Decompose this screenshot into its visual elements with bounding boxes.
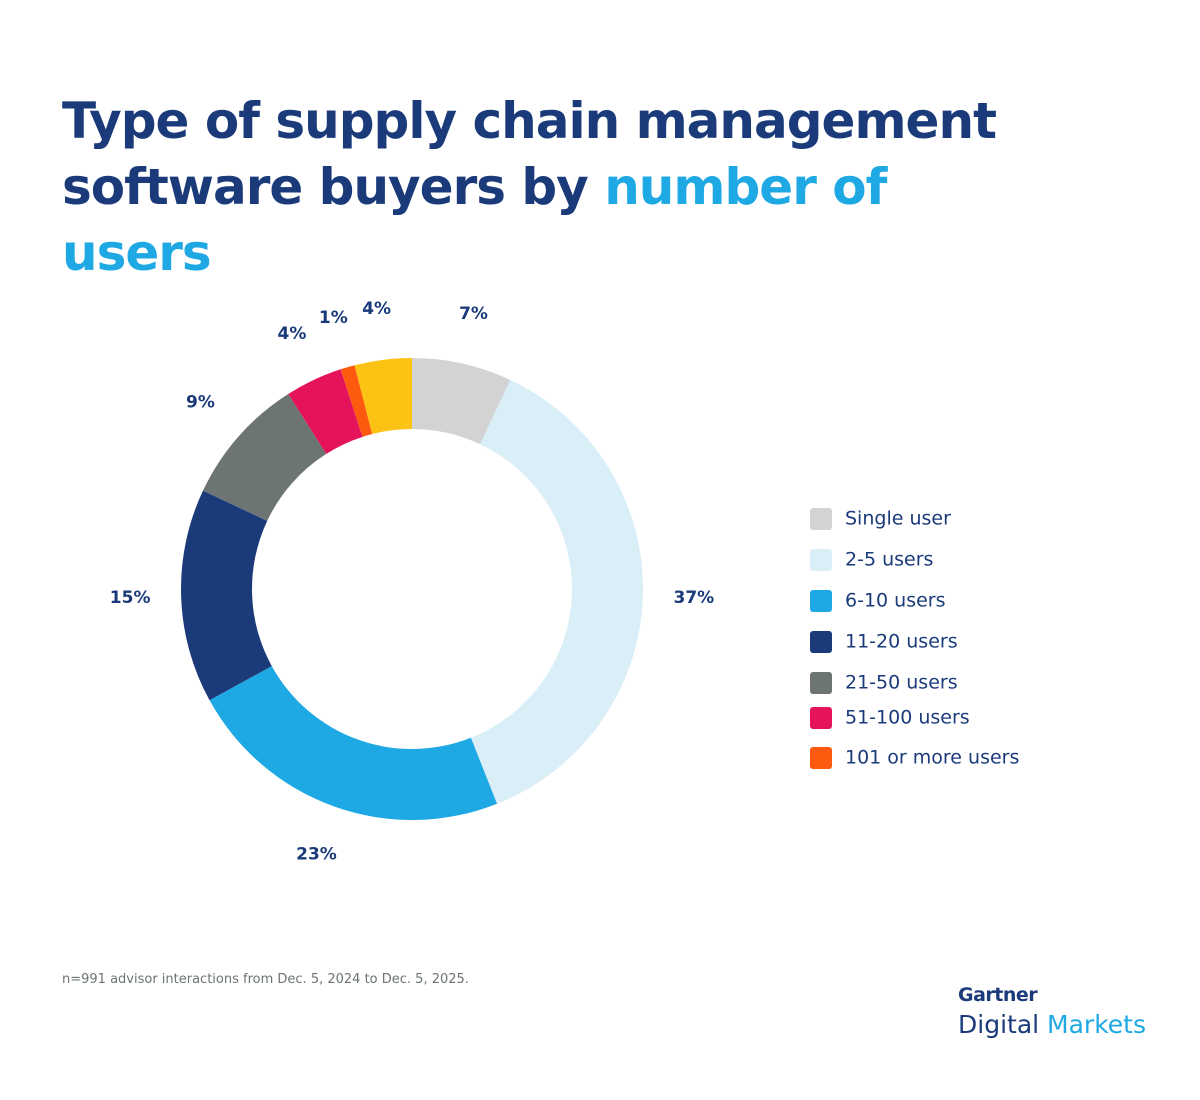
data-label: 15% [110,588,151,608]
donut-slice [470,379,644,804]
donut-slice [412,358,511,445]
legend-swatch [810,672,832,694]
donut-slice [288,369,363,454]
logo: Gartner Digital Markets [958,984,1146,1039]
legend-label: Single user [845,508,951,530]
data-label: 1% [319,308,348,328]
donut-slice [340,365,373,437]
logo-product-highlight: Markets [1047,1010,1147,1039]
chart-title: Type of supply chain management software… [62,88,1022,286]
donut-slice [202,393,327,521]
data-label: 7% [459,304,488,324]
legend-swatch [810,747,832,769]
logo-brand: Gartner [958,984,1038,1006]
data-label: 4% [277,324,306,344]
legend-swatch [810,508,832,530]
legend-label: 21-50 users [845,672,958,694]
data-label: 4% [362,299,391,319]
legend-swatch [810,707,832,729]
data-label: 37% [674,588,715,608]
legend-label: 101 or more users [845,747,1019,769]
donut-slice [181,490,272,701]
donut-slice [354,358,412,435]
donut-slice [209,666,498,820]
legend-label: 6-10 users [845,590,946,612]
legend-label: 2-5 users [845,549,933,571]
legend-swatch [810,549,832,571]
title-highlight: number of users [62,158,887,282]
legend-label: 11-20 users [845,631,958,653]
legend-swatch [810,590,832,612]
legend-swatch [810,631,832,653]
logo-product: Digital Markets [958,1010,1146,1039]
data-label: 9% [186,393,215,413]
legend-label: 51-100 users [845,707,970,729]
title-text: Type of supply chain management software… [62,92,997,216]
logo-product-text: Digital [958,1010,1040,1039]
data-label: 23% [296,844,337,864]
footnote: n=991 advisor interactions from Dec. 5, … [62,972,469,987]
